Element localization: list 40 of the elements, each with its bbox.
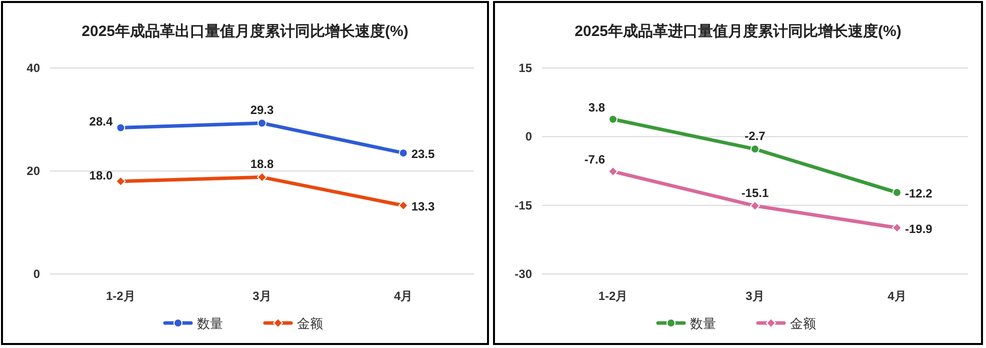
point	[608, 114, 618, 124]
data-label: -7.6	[584, 152, 606, 166]
x-tick-label: 3月	[252, 289, 272, 303]
data-label: 13.3	[411, 200, 436, 214]
data-label: 3.8	[588, 100, 606, 114]
data-label: -15.1	[741, 186, 769, 200]
data-label: -2.7	[744, 129, 766, 144]
x-tick-label: 3月	[746, 289, 764, 303]
x-tick-label: 4月	[394, 289, 413, 303]
point	[258, 118, 266, 128]
x-tick-label: 1-2月	[106, 289, 136, 303]
y-tick-label: 20	[26, 164, 40, 178]
point	[750, 200, 760, 211]
y-tick-label: -15	[514, 198, 532, 212]
point	[257, 172, 267, 182]
data-label: 29.3	[250, 103, 274, 118]
legend-label: 数量	[690, 316, 716, 331]
data-label: 18.8	[250, 157, 274, 172]
y-tick-label: 0	[525, 130, 532, 144]
data-label: -19.9	[905, 222, 933, 236]
x-tick-label: 1-2月	[598, 289, 628, 303]
legend-label: 数量	[197, 316, 223, 331]
chart-title: 2025年成品革出口量值月度累计同比增长速度(%)	[82, 22, 408, 40]
point	[116, 176, 126, 186]
point	[892, 222, 902, 233]
data-label: -12.2	[905, 186, 933, 201]
y-tick-label: 0	[33, 267, 40, 281]
legend-label: 金额	[790, 316, 816, 331]
y-tick-label: -30	[514, 267, 532, 281]
y-tick-label: 40	[26, 61, 40, 75]
data-label: 18.0	[89, 168, 113, 182]
point	[116, 123, 126, 132]
chart-title: 2025年成品革进口量值月度累计同比增长速度(%)	[574, 22, 902, 40]
data-label: 28.4	[89, 114, 113, 129]
point	[608, 166, 618, 176]
y-tick-label: 15	[518, 61, 532, 75]
data-label: 23.5	[411, 146, 436, 161]
point	[398, 200, 408, 211]
x-tick-label: 4月	[888, 289, 906, 303]
legend-label: 金额	[297, 316, 323, 331]
